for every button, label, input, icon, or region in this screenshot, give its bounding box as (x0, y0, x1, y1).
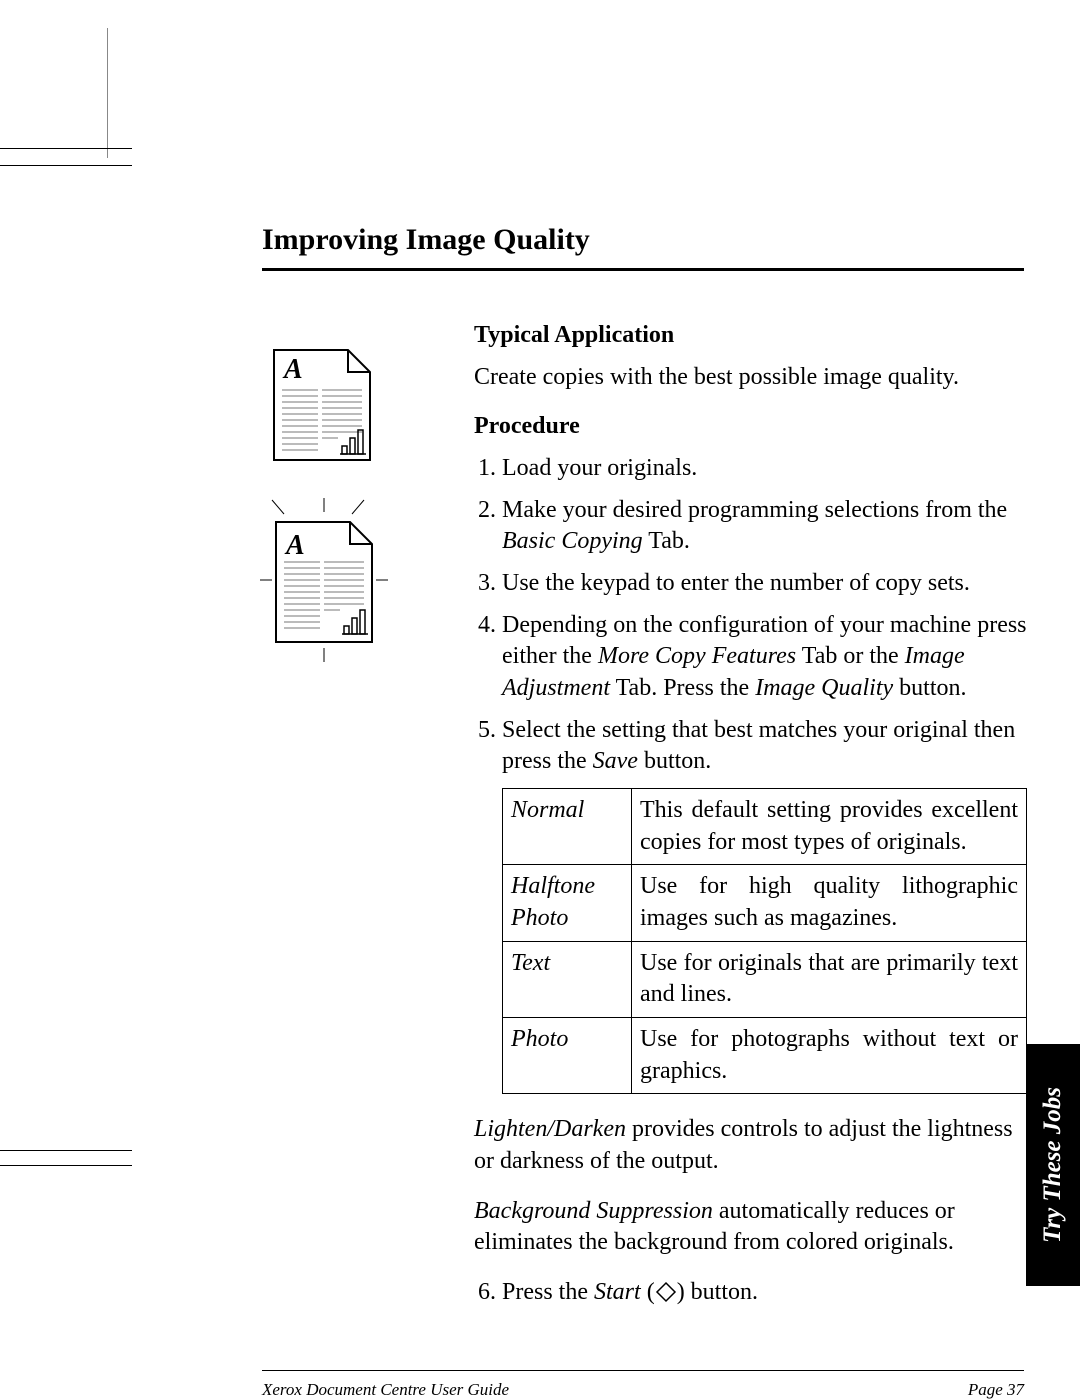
button-name: Start (594, 1279, 641, 1305)
start-diamond-icon (655, 1281, 677, 1303)
setting-desc: Use for photographs without text or grap… (632, 1018, 1027, 1094)
button-name: Image Quality (755, 675, 893, 701)
button-name: Save (593, 748, 638, 774)
section-tab-label: Try These Jobs (1039, 1087, 1067, 1243)
step-text: ( (641, 1279, 655, 1305)
step-text: Use the keypad to enter the number of co… (502, 570, 970, 596)
procedure-list: Load your originals. Make your desired p… (474, 453, 1029, 778)
margin-line (0, 1165, 132, 1166)
procedure-list-cont: Press the Start ( ) button. (474, 1277, 1029, 1309)
step-text: Tab. (643, 528, 690, 554)
tab-name: Basic Copying (502, 528, 643, 554)
margin-line (0, 148, 132, 149)
feature-name: Background Suppression (474, 1198, 713, 1224)
tab-name: More Copy Features (598, 643, 796, 669)
feature-name: Lighten/Darken (474, 1116, 626, 1142)
step-text: Tab. Press the (610, 675, 755, 701)
page-title: Improving Image Quality (262, 223, 590, 257)
step-text: Make your desired programming selections… (502, 497, 1007, 523)
step-text: button. (893, 675, 966, 701)
setting-desc: This default setting provides excellent … (632, 789, 1027, 865)
document-adjust-icon: A (258, 498, 390, 673)
setting-name: Normal (503, 789, 632, 865)
settings-table: Normal This default setting provides exc… (502, 788, 1027, 1094)
section-title: Typical Application (474, 320, 1029, 352)
step-text: Tab or the (796, 643, 905, 669)
heading-rule (262, 268, 1024, 271)
step: Press the Start ( ) button. (502, 1277, 1029, 1309)
table-row: Text Use for originals that are primaril… (503, 941, 1027, 1017)
svg-text:A: A (282, 354, 303, 385)
setting-name: Text (503, 941, 632, 1017)
footer-page-number: Page 37 (968, 1380, 1024, 1400)
page: Improving Image Quality A (0, 0, 1080, 1397)
content-area: Typical Application Create copies with t… (474, 320, 1029, 1319)
step-text: Press the (502, 1279, 594, 1305)
step: Make your desired programming selections… (502, 495, 1029, 558)
background-suppression-para: Background Suppression automatically red… (474, 1196, 1029, 1259)
typical-application-para: Create copies with the best possible ima… (474, 362, 1029, 394)
step: Depending on the configuration of your m… (502, 610, 1029, 705)
step-text: button. (638, 748, 711, 774)
step: Select the setting that best matches you… (502, 715, 1029, 778)
footer-rule (262, 1370, 1024, 1371)
table-row: Normal This default setting provides exc… (503, 789, 1027, 865)
setting-name: Photo (503, 1018, 632, 1094)
margin-line (0, 165, 132, 166)
section-tab: Try These Jobs (1026, 1044, 1080, 1286)
step-text: Select the setting that best matches you… (502, 717, 1015, 775)
document-icon: A (270, 346, 390, 464)
table-row: Halftone Photo Use for high quality lith… (503, 865, 1027, 941)
gutter-mark (107, 28, 108, 158)
svg-text:A: A (284, 530, 305, 561)
step: Use the keypad to enter the number of co… (502, 568, 1029, 600)
margin-line (0, 1150, 132, 1151)
step: Load your originals. (502, 453, 1029, 485)
step-text: ) button. (677, 1279, 758, 1305)
setting-desc: Use for originals that are primarily tex… (632, 941, 1027, 1017)
table-row: Photo Use for photographs without text o… (503, 1018, 1027, 1094)
setting-desc: Use for high quality lithographic images… (632, 865, 1027, 941)
footer-doc-title: Xerox Document Centre User Guide (262, 1380, 509, 1400)
lighten-darken-para: Lighten/Darken provides controls to adju… (474, 1114, 1029, 1177)
setting-name: Halftone Photo (503, 865, 632, 941)
section-title: Procedure (474, 411, 1029, 443)
step-text: Load your originals. (502, 455, 697, 481)
